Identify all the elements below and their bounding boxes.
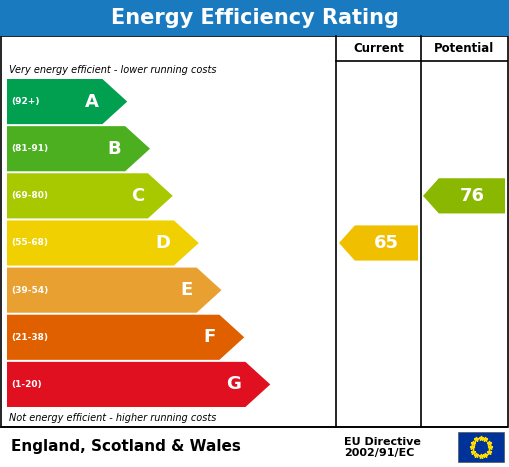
Text: G: G: [227, 375, 241, 393]
Text: B: B: [107, 140, 121, 158]
Text: (21-38): (21-38): [11, 333, 48, 342]
Text: Potential: Potential: [434, 42, 494, 55]
Polygon shape: [423, 178, 505, 213]
Text: (1-20): (1-20): [11, 380, 42, 389]
Text: (69-80): (69-80): [11, 191, 48, 200]
Text: (81-91): (81-91): [11, 144, 48, 153]
Text: D: D: [155, 234, 170, 252]
Text: 65: 65: [374, 234, 399, 252]
Text: (92+): (92+): [11, 97, 40, 106]
Polygon shape: [7, 315, 244, 360]
Polygon shape: [339, 226, 418, 261]
Text: 76: 76: [460, 187, 485, 205]
Text: 2002/91/EC: 2002/91/EC: [344, 448, 414, 458]
Polygon shape: [7, 220, 199, 266]
Polygon shape: [7, 362, 270, 407]
Text: England, Scotland & Wales: England, Scotland & Wales: [11, 439, 241, 454]
Text: EU Directive: EU Directive: [344, 437, 421, 447]
Text: Energy Efficiency Rating: Energy Efficiency Rating: [110, 8, 399, 28]
Text: (55-68): (55-68): [11, 239, 48, 248]
Polygon shape: [7, 79, 127, 124]
Bar: [458, 432, 504, 462]
Text: A: A: [84, 92, 98, 111]
Text: F: F: [203, 328, 215, 347]
Text: (39-54): (39-54): [11, 286, 48, 295]
Text: Not energy efficient - higher running costs: Not energy efficient - higher running co…: [9, 413, 216, 423]
Text: E: E: [180, 281, 193, 299]
Text: Very energy efficient - lower running costs: Very energy efficient - lower running co…: [9, 65, 216, 75]
Text: C: C: [131, 187, 144, 205]
Bar: [0, 0, 509, 36]
Polygon shape: [7, 173, 173, 219]
Polygon shape: [7, 126, 150, 171]
Text: Current: Current: [353, 42, 404, 55]
Polygon shape: [7, 268, 221, 313]
Bar: [1, 36, 508, 427]
